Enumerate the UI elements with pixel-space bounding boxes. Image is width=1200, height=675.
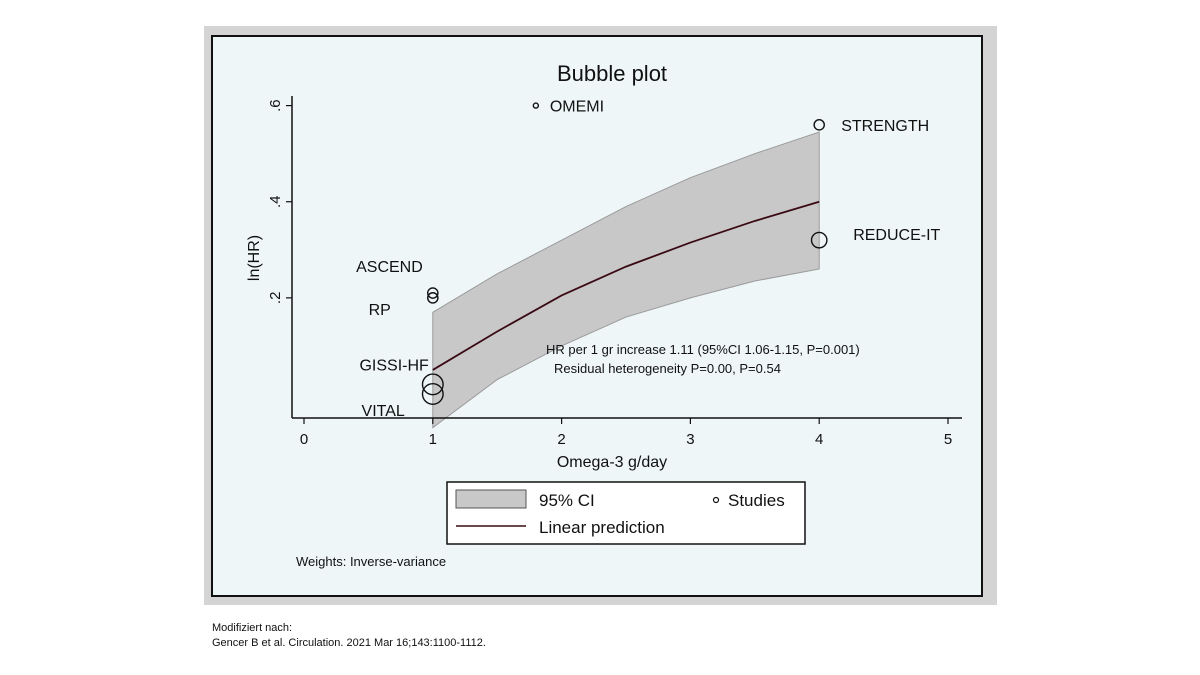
source-note: Modifiziert nach: Gencer B et al. Circul…	[212, 621, 912, 651]
study-label-gissi-hf: GISSI-HF	[359, 357, 429, 374]
study-label-reduce-it: REDUCE-IT	[853, 227, 940, 244]
bubble-plot-chart: Bubble plot 0 1 2 3 4 5 .2 .4 .6 OMEMI STRENGTH RE…	[211, 35, 983, 597]
weights-note: Weights: Inverse-variance	[296, 554, 446, 569]
study-label-rp: RP	[369, 302, 391, 319]
ci-band	[432, 131, 820, 429]
study-point-rp	[426, 292, 439, 304]
figure-frame: Bubble plot 0 1 2 3 4 5 .2 .4 .6 OMEMI STRENGTH RE…	[204, 26, 997, 605]
y-axis-label: ln(HR)	[246, 235, 263, 281]
annotation-hr: HR per 1 gr increase 1.11 (95%CI 1.06-1.…	[546, 342, 860, 357]
study-point-reduce-it	[810, 231, 828, 249]
x-tick-label: 0	[300, 431, 308, 448]
x-axis-label: Omega-3 g/day	[557, 454, 667, 471]
prediction-line	[432, 200, 820, 371]
source-line-2: Gencer B et al. Circulation. 2021 Mar 16…	[212, 637, 486, 649]
study-point-gissi-hf	[421, 373, 444, 396]
study-point-omemi	[532, 102, 540, 109]
study-point-vital	[421, 382, 444, 405]
study-label-strength: STRENGTH	[841, 118, 929, 135]
study-point-ascend	[426, 287, 439, 299]
x-tick-label: 3	[686, 431, 694, 448]
y-tick-label: .2	[267, 292, 284, 305]
x-tick-label: 5	[944, 431, 952, 448]
legend-studies-label: Studies	[728, 491, 785, 510]
legend-studies-marker	[712, 496, 720, 504]
study-label-omemi: OMEMI	[550, 99, 604, 116]
y-tick-label: .6	[267, 99, 284, 112]
y-tick-label: .4	[267, 195, 284, 208]
legend-ci-label: 95% CI	[539, 491, 595, 510]
study-label-vital: VITAL	[362, 403, 405, 420]
chart-title: Bubble plot	[557, 61, 667, 86]
legend-line-label: Linear prediction	[539, 518, 665, 537]
annotation-heterogeneity: Residual heterogeneity P=0.00, P=0.54	[554, 361, 781, 376]
study-label-ascend: ASCEND	[356, 259, 423, 276]
x-tick-label: 4	[815, 431, 823, 448]
study-point-strength	[813, 119, 826, 131]
x-tick-label: 1	[429, 431, 437, 448]
source-line-1: Modifiziert nach:	[212, 622, 293, 634]
legend-ci-swatch	[455, 489, 527, 509]
x-tick-label: 2	[557, 431, 565, 448]
legend: 95% CI Studies Linear prediction	[446, 481, 806, 545]
